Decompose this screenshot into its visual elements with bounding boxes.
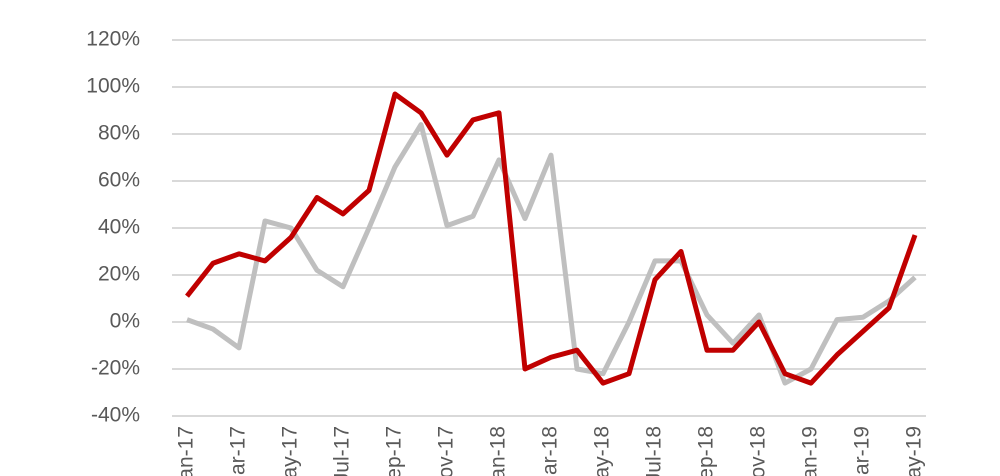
y-tick-label: 20% — [98, 263, 140, 286]
x-tick-label: Nov-17 — [435, 426, 458, 476]
x-tick-label: Sep-17 — [383, 426, 406, 476]
x-tick-label: Mar-19 — [851, 426, 874, 476]
x-tick-label: Sep-18 — [695, 426, 718, 476]
x-tick-label: Jan-17 — [175, 426, 198, 476]
x-tick-label: Nov-18 — [747, 426, 770, 476]
y-tick-label: 0% — [110, 310, 140, 333]
x-tick-label: Mar-17 — [227, 426, 250, 476]
x-tick-label: Jan-18 — [487, 426, 510, 476]
x-tick-label: Jul-17 — [331, 426, 354, 476]
x-tick-label: Mar-18 — [539, 426, 562, 476]
y-tick-label: -20% — [91, 357, 140, 380]
series-line — [186, 122, 917, 386]
series-line — [185, 91, 918, 386]
y-tick-label: 80% — [98, 122, 140, 145]
x-tick-label: May-18 — [591, 426, 614, 476]
y-tick-label: -40% — [91, 404, 140, 427]
y-tick-label: 120% — [86, 28, 140, 51]
y-tick-label: 100% — [86, 75, 140, 98]
x-tick-label: May-19 — [903, 426, 926, 476]
y-tick-label: 40% — [98, 216, 140, 239]
x-tick-label: May-17 — [279, 426, 302, 476]
x-tick-label: Jul-18 — [643, 426, 666, 476]
y-tick-label: 60% — [98, 169, 140, 192]
x-tick-label: Jan-19 — [799, 426, 822, 476]
